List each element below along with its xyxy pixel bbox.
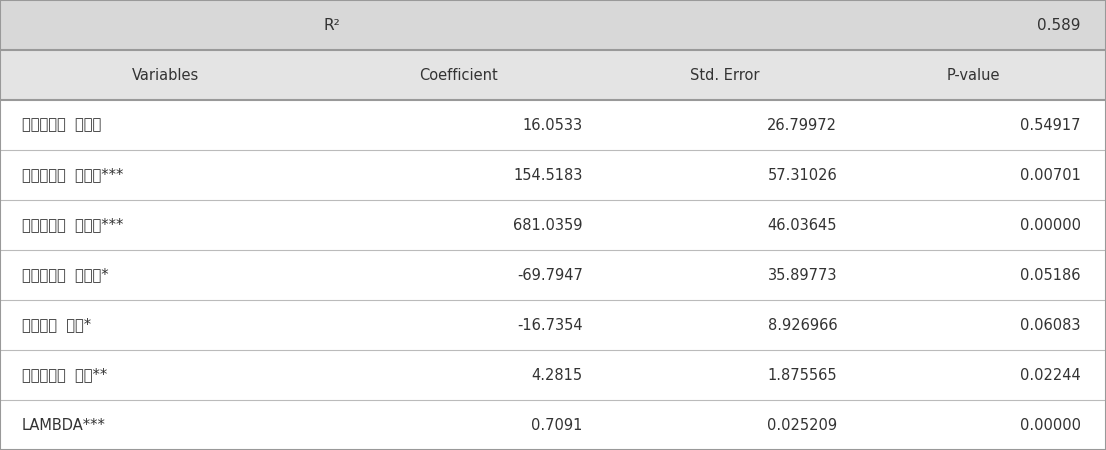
- Text: Coefficient: Coefficient: [419, 68, 499, 82]
- Text: 0.06083: 0.06083: [1020, 318, 1081, 333]
- Bar: [0, 400, 1106, 450]
- Bar: [0, 150, 1106, 200]
- Text: 0.05186: 0.05186: [1020, 267, 1081, 283]
- Text: 상업시설의  연면적***: 상업시설의 연면적***: [22, 167, 124, 183]
- Text: 0.025209: 0.025209: [768, 418, 837, 432]
- Text: 4.2815: 4.2815: [532, 368, 583, 382]
- Text: 154.5183: 154.5183: [513, 167, 583, 183]
- Text: 0.02244: 0.02244: [1020, 368, 1081, 382]
- Text: 0.589: 0.589: [1037, 18, 1081, 32]
- Text: 16.0533: 16.0533: [523, 117, 583, 132]
- Bar: [0, 300, 1106, 350]
- Text: 0.7091: 0.7091: [532, 418, 583, 432]
- Bar: [0, 250, 1106, 300]
- Bar: [0, 50, 1106, 100]
- Bar: [0, 100, 1106, 150]
- Text: 0.00701: 0.00701: [1020, 167, 1081, 183]
- Text: 0.00000: 0.00000: [1020, 418, 1081, 432]
- Text: -69.7947: -69.7947: [517, 267, 583, 283]
- Text: 1.875565: 1.875565: [768, 368, 837, 382]
- Text: -16.7354: -16.7354: [518, 318, 583, 333]
- Text: 주거시설의  연면적: 주거시설의 연면적: [22, 117, 102, 132]
- Text: P-value: P-value: [947, 68, 1000, 82]
- Text: 8.926966: 8.926966: [768, 318, 837, 333]
- Text: 버스정류장  밀도**: 버스정류장 밀도**: [22, 368, 107, 382]
- Text: 지하철역  거리*: 지하철역 거리*: [22, 318, 91, 333]
- Bar: [0, 350, 1106, 400]
- Text: 0.54917: 0.54917: [1020, 117, 1081, 132]
- Bar: [0, 0, 1106, 50]
- Text: 26.79972: 26.79972: [768, 117, 837, 132]
- Text: Std. Error: Std. Error: [690, 68, 759, 82]
- Text: 35.89773: 35.89773: [768, 267, 837, 283]
- Text: R²: R²: [323, 18, 341, 32]
- Bar: [0, 200, 1106, 250]
- Text: 업무시설의  연면적***: 업무시설의 연면적***: [22, 217, 124, 233]
- Text: 46.03645: 46.03645: [768, 217, 837, 233]
- Text: 57.31026: 57.31026: [768, 167, 837, 183]
- Text: 681.0359: 681.0359: [513, 217, 583, 233]
- Text: 기타시설의  연면적*: 기타시설의 연면적*: [22, 267, 108, 283]
- Text: Variables: Variables: [133, 68, 199, 82]
- Text: LAMBDA***: LAMBDA***: [22, 418, 106, 432]
- Text: 0.00000: 0.00000: [1020, 217, 1081, 233]
